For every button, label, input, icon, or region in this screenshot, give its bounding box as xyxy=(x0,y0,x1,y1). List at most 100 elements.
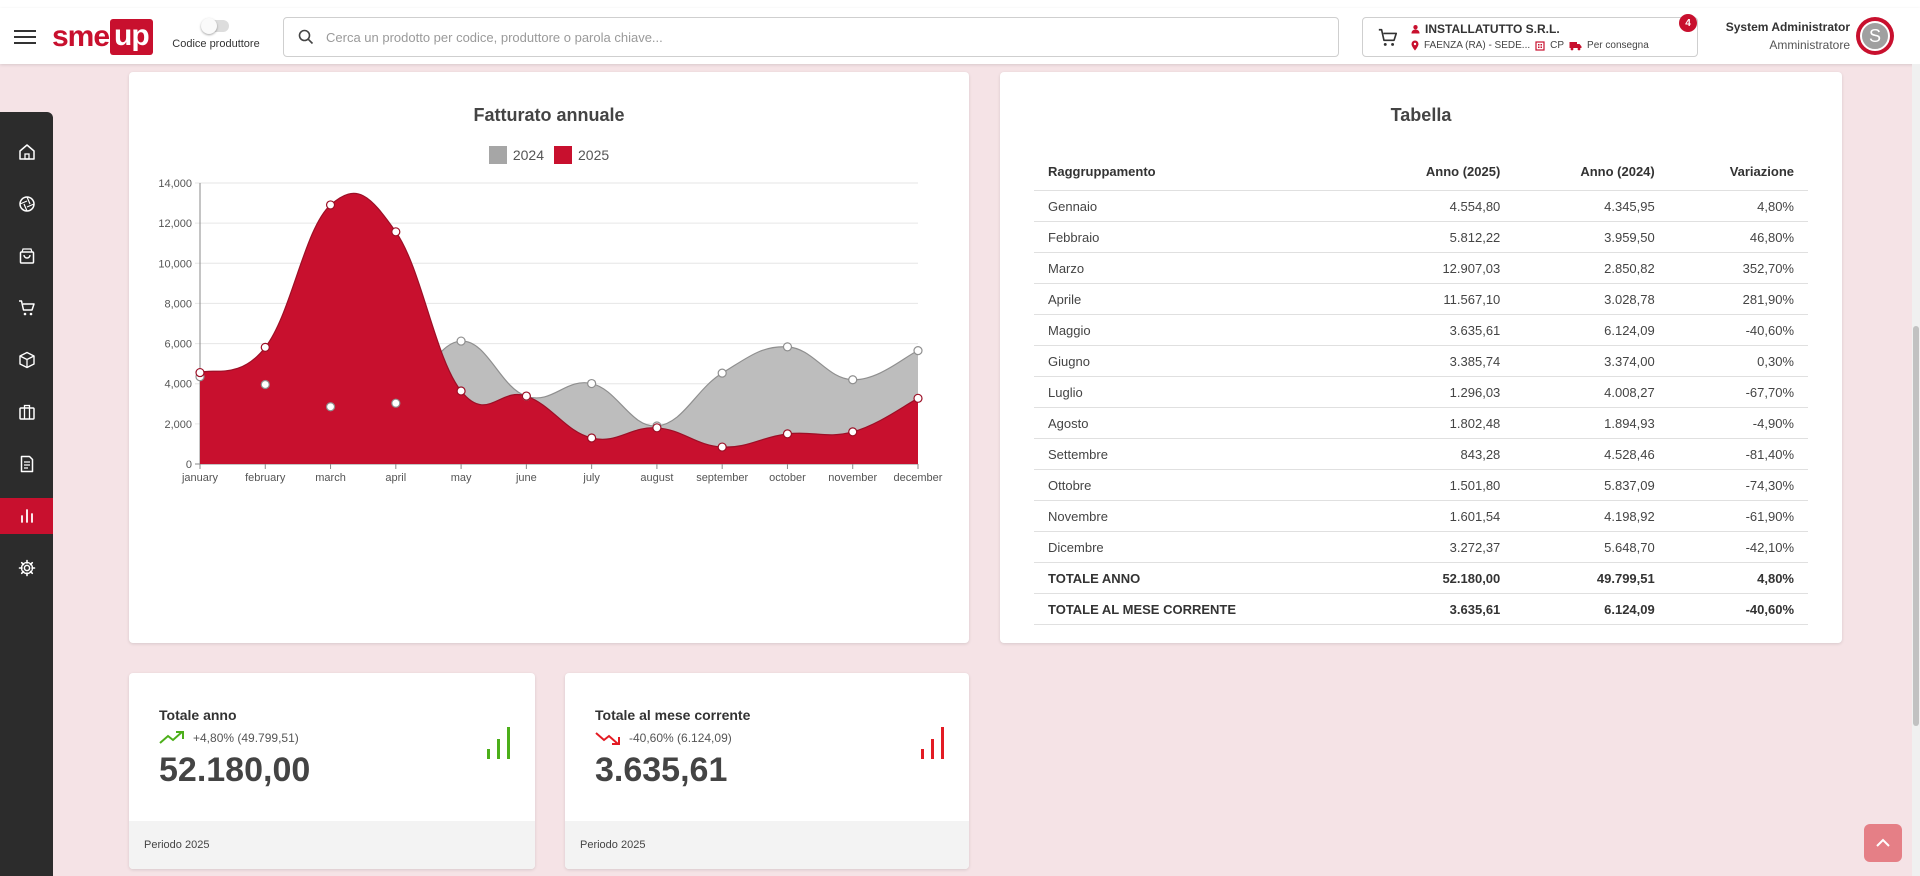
sidebar-item-products[interactable] xyxy=(0,342,53,378)
table-row[interactable]: Agosto 1.802,48 1.894,93 -4,90% xyxy=(1034,407,1808,439)
x-tick-label: june xyxy=(515,472,537,484)
building-icon xyxy=(1535,40,1545,51)
data-point-2024[interactable] xyxy=(587,378,597,389)
cell-year-2025: 11.567,10 xyxy=(1359,283,1515,315)
sidebar-item-statistics[interactable] xyxy=(0,498,53,534)
table-row[interactable]: Novembre 1.601,54 4.198,92 -61,90% xyxy=(1034,500,1808,532)
sidebar-item-cart[interactable] xyxy=(0,290,53,326)
aperture-icon xyxy=(18,196,35,212)
data-point-2025[interactable] xyxy=(782,429,793,439)
table-row[interactable]: Ottobre 1.501,80 5.837,09 -74,30% xyxy=(1034,469,1808,501)
data-point-2025[interactable] xyxy=(391,227,401,237)
table-row[interactable]: Aprile 11.567,10 3.028,78 281,90% xyxy=(1034,283,1808,315)
legend-label-0: 2024 xyxy=(512,147,544,163)
data-point-2024[interactable] xyxy=(260,379,270,390)
col-header-grouping[interactable]: Raggruppamento xyxy=(1034,152,1360,191)
producer-code-toggle[interactable] xyxy=(201,18,229,34)
table-total-row[interactable]: TOTALE ANNO 52.180,00 49.799,51 4,80% xyxy=(1034,562,1808,594)
search-bar[interactable] xyxy=(283,17,1339,57)
data-point-2025[interactable] xyxy=(456,386,466,396)
data-point-2024[interactable] xyxy=(456,336,466,346)
data-point-2024[interactable] xyxy=(325,402,336,412)
data-point-2025[interactable] xyxy=(717,442,727,452)
col-header-year-2025[interactable]: Anno (2025) xyxy=(1359,152,1515,191)
table-row[interactable]: Settembre 843,28 4.528,46 -81,40% xyxy=(1034,438,1808,470)
data-point-2024[interactable] xyxy=(391,398,401,408)
page-scrollbar[interactable] xyxy=(1912,64,1920,876)
sidebar-item-home[interactable] xyxy=(0,134,53,170)
sidebar-item-documents[interactable] xyxy=(0,446,53,482)
table-title: Tabella xyxy=(1390,105,1452,125)
x-tick-label: april xyxy=(385,472,406,484)
table-row[interactable]: Maggio 3.635,61 6.124,09 -40,60% xyxy=(1034,314,1808,346)
hamburger-menu-icon[interactable] xyxy=(14,26,36,46)
producer-code-label: Codice produttore xyxy=(172,38,260,50)
kpi-period: Periodo 2025 xyxy=(580,839,646,851)
avatar[interactable]: S xyxy=(1856,17,1894,55)
search-input[interactable] xyxy=(324,28,1338,46)
table-row[interactable]: Febbraio 5.812,22 3.959,50 46,80% xyxy=(1034,221,1808,253)
table-total-row[interactable]: TOTALE AL MESE CORRENTE 3.635,61 6.124,09-… xyxy=(1034,593,1808,625)
cell-year-2024: 2.850,82 xyxy=(1514,252,1669,284)
x-tick-label: may xyxy=(451,472,472,484)
kpi-value: 52.180,00 xyxy=(159,751,311,789)
customer-details-row: FAENZA (RA) - SEDE... CP Per consegna xyxy=(1411,40,1649,51)
smeup-logo[interactable]: sme up xyxy=(52,18,153,56)
user-info[interactable]: System Administrator Amministratore xyxy=(1726,20,1850,52)
kpi-card-current-month: Totale al mese corrente -40,60% (6.124,0… xyxy=(565,673,969,869)
sidebar-item-settings[interactable] xyxy=(0,550,53,586)
data-point-2024[interactable] xyxy=(717,368,727,378)
data-point-2025[interactable] xyxy=(848,427,858,437)
data-point-2024[interactable] xyxy=(913,346,923,356)
truck-icon xyxy=(1569,41,1582,50)
data-point-2025[interactable] xyxy=(913,393,923,403)
sidebar-item-catalog[interactable] xyxy=(0,186,53,222)
data-point-2024[interactable] xyxy=(848,375,858,385)
cell-year-2024: 1.894,93 xyxy=(1514,407,1669,439)
customer-selector[interactable]: INSTALLATUTTO S.R.L. FAENZA (RA) - SEDE.… xyxy=(1362,17,1698,57)
customer-code: CP xyxy=(1550,40,1565,51)
trending-up-icon xyxy=(159,731,184,744)
data-point-2024[interactable] xyxy=(782,342,793,352)
cell-year-2025: 4.554,80 xyxy=(1359,190,1515,222)
x-tick-label: september xyxy=(696,472,748,484)
cell-year-2025: 52.180,00 xyxy=(1359,562,1515,594)
table-row[interactable]: Giugno 3.385,74 3.374,00 0,30% xyxy=(1034,345,1808,377)
cell-variation: -40,60% xyxy=(1668,314,1808,346)
cart-icon[interactable] xyxy=(1377,27,1399,49)
data-point-2025[interactable] xyxy=(652,423,662,433)
cell-variation: -67,70% xyxy=(1668,376,1808,408)
cart-count-badge: 4 xyxy=(1679,14,1697,32)
legend-item-1[interactable]: 2025 xyxy=(554,146,609,164)
area-chart: 0 2,000 4,000 6,000 8,000 10,000 12,000 14,000 j… xyxy=(158,178,942,484)
data-point-2025[interactable] xyxy=(587,433,597,443)
data-point-2025[interactable] xyxy=(195,367,205,378)
cell-grouping: Agosto xyxy=(1034,407,1360,439)
kpi-trend-text: -40,60% (6.124,09) xyxy=(629,731,732,745)
legend-item-0[interactable]: 2024 xyxy=(488,146,544,164)
data-point-2025[interactable] xyxy=(260,342,270,352)
table-row[interactable]: Luglio 1.296,03 4.008,27 -67,70% xyxy=(1034,376,1808,408)
cell-year-2024: 4.345,95 xyxy=(1514,190,1669,222)
cell-grouping: Maggio xyxy=(1034,314,1360,346)
col-header-year-2024[interactable]: Anno (2024) xyxy=(1514,152,1669,191)
document-icon xyxy=(20,455,33,473)
cell-year-2025: 1.802,48 xyxy=(1359,407,1515,439)
sidebar-item-orders[interactable] xyxy=(0,238,53,274)
col-header-variation[interactable]: Variazione xyxy=(1668,152,1808,191)
logo-text-left: sme xyxy=(52,20,110,53)
x-tick-label: july xyxy=(582,472,600,484)
y-tick-label: 12,000 xyxy=(158,218,192,230)
scroll-to-top-button[interactable] xyxy=(1864,824,1902,862)
scrollbar-thumb[interactable] xyxy=(1913,326,1919,726)
table-row[interactable]: Marzo 12.907,03 2.850,82 352,70% xyxy=(1034,252,1808,284)
cell-variation: 4,80% xyxy=(1668,562,1808,594)
sidebar-item-business[interactable] xyxy=(0,394,53,430)
table-row[interactable]: Dicembre 3.272,37 5.648,70 -42,10% xyxy=(1034,531,1808,563)
cell-variation: 46,80% xyxy=(1668,221,1808,253)
data-point-2025[interactable] xyxy=(521,391,531,401)
data-point-2025[interactable] xyxy=(325,200,336,210)
cell-variation: -4,90% xyxy=(1668,407,1808,439)
table-row[interactable]: Gennaio 4.554,80 4.345,95 4,80% xyxy=(1034,190,1808,222)
